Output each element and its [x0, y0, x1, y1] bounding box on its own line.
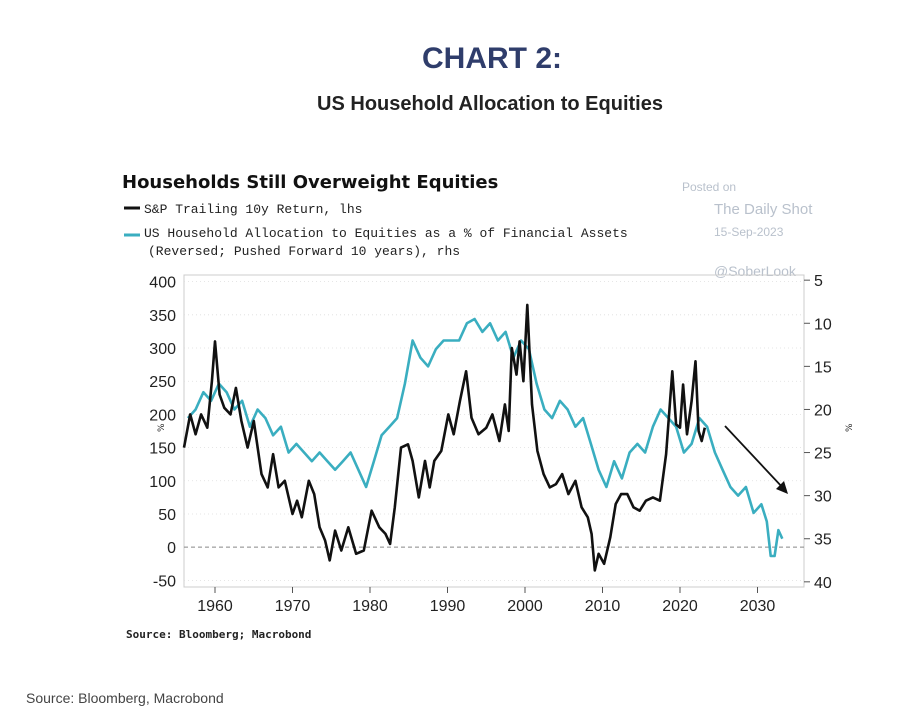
y-tick-left: 200 — [149, 407, 176, 424]
left-axis-unit: % — [157, 423, 167, 432]
plot-frame — [183, 274, 805, 588]
y-tick-right: 5 — [814, 273, 823, 290]
legend-label-lhs: S&P Trailing 10y Return, lhs — [144, 202, 362, 217]
x-tick-label: 2020 — [662, 598, 698, 615]
watermark-date: 15-Sep-2023 — [714, 225, 784, 239]
x-tick-label: 1990 — [430, 598, 466, 615]
watermark-posted-on: Posted on — [682, 180, 736, 194]
legend-label-rhs-line1: US Household Allocation to Equities as a… — [144, 226, 628, 241]
grid-lines — [184, 281, 804, 581]
x-tick-label: 1980 — [352, 598, 388, 615]
y-tick-left: 150 — [149, 441, 176, 458]
y-tick-right: 20 — [814, 402, 832, 419]
x-tick-label: 1960 — [197, 598, 233, 615]
y-tick-right: 10 — [814, 316, 832, 333]
x-axis-ticks: 1960 1970 1980 1990 2000 2010 2020 2030 — [197, 587, 775, 615]
x-tick-label: 2030 — [740, 598, 776, 615]
y-tick-left: 0 — [167, 540, 176, 557]
y-tick-right: 15 — [814, 359, 832, 376]
y-tick-right: 25 — [814, 446, 832, 463]
x-tick-label: 1970 — [275, 598, 311, 615]
watermark-handle: @SoberLook — [714, 263, 797, 279]
y-tick-left: 300 — [149, 341, 176, 358]
x-tick-label: 2010 — [585, 598, 621, 615]
right-axis-ticks: 5 10 15 20 25 30 35 40 — [804, 273, 832, 592]
series-line-rhs — [186, 317, 784, 558]
y-tick-left: -50 — [153, 573, 176, 590]
inner-chart-title: Households Still Overweight Equities — [122, 172, 498, 193]
trend-arrow-line — [724, 425, 785, 490]
right-axis-unit: % — [845, 423, 855, 432]
y-tick-right: 30 — [814, 489, 832, 506]
y-tick-right: 35 — [814, 532, 832, 549]
x-tick-label: 2000 — [507, 598, 543, 615]
footer-source: Source: Bloomberg, Macrobond — [26, 690, 224, 706]
inner-source: Source: Bloomberg; Macrobond — [126, 628, 311, 641]
chart-heading: US Household Allocation to Equities — [317, 93, 663, 115]
chart-label: CHART 2: — [422, 42, 562, 75]
y-tick-left: 250 — [149, 374, 176, 391]
y-tick-left: 50 — [158, 507, 176, 524]
y-tick-left: 400 — [149, 275, 176, 292]
watermark-site: The Daily Shot — [714, 201, 813, 218]
left-axis-ticks: -50 0 50 100 150 200 250 300 350 400 — [149, 275, 176, 591]
trend-arrow-head — [776, 481, 788, 494]
series-line-lhs — [182, 303, 707, 572]
series-layer — [182, 303, 784, 572]
y-tick-left: 100 — [149, 474, 176, 491]
legend-label-rhs-line2: (Reversed; Pushed Forward 10 years), rhs — [148, 244, 460, 259]
y-tick-right: 40 — [814, 575, 832, 592]
y-tick-left: 350 — [149, 308, 176, 325]
